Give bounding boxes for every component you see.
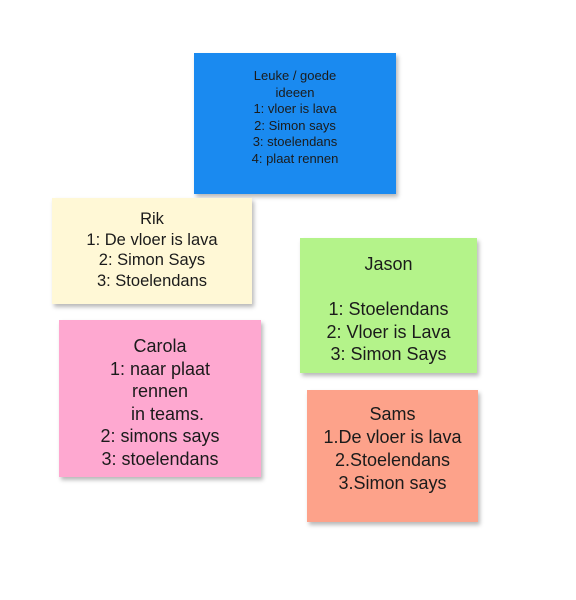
note-item: 2.Stoelendans	[334, 450, 451, 470]
note-item: 1: De vloer is lava	[86, 230, 218, 249]
note-title-cont: ideeen	[275, 84, 315, 100]
note-spacer	[300, 276, 477, 299]
note-item: 3.Simon says	[338, 473, 447, 493]
note-item: 2: Vloer is Lava	[326, 321, 451, 342]
note-title: Jason	[364, 254, 413, 274]
note-item-cont: rennen	[131, 381, 189, 401]
note-item: 3: stoelendans	[101, 448, 219, 469]
sticky-note-sams[interactable]: Sams 1.De vloer is lava 2.Stoelendans 3.…	[307, 390, 478, 522]
note-title: Carola	[133, 336, 187, 356]
note-item: 1: vloer is lava	[253, 101, 337, 116]
note-item: 2: simons says	[100, 426, 220, 446]
sticky-note-leuke-ideeen[interactable]: Leuke / goede ideeen 1: vloer is lava 2:…	[194, 53, 396, 194]
note-item: 2: Simon says	[254, 117, 336, 133]
note-item: 1: Stoelendans	[328, 299, 449, 319]
note-title: Rik	[140, 210, 164, 228]
note-item: 1: naar plaat	[109, 358, 211, 379]
note-title: Leuke / goede	[253, 68, 337, 83]
sticky-note-jason[interactable]: Jason 1: Stoelendans 2: Vloer is Lava 3:…	[300, 238, 477, 373]
note-item: 2: Simon Says	[98, 251, 206, 269]
note-title: Sams	[369, 404, 416, 424]
note-item: 3: Stoelendans	[96, 271, 208, 290]
note-item-cont: in teams.	[115, 403, 205, 424]
note-item: 1.De vloer is lava	[323, 427, 462, 447]
note-item: 3: stoelendans	[252, 134, 338, 149]
note-item: 4: plaat rennen	[251, 150, 339, 166]
note-item: 3: Simon Says	[330, 344, 447, 364]
sticky-note-carola[interactable]: Carola 1: naar plaat rennen in teams. 2:…	[59, 320, 261, 477]
sticky-note-rik[interactable]: Rik 1: De vloer is lava 2: Simon Says 3:…	[52, 198, 252, 304]
